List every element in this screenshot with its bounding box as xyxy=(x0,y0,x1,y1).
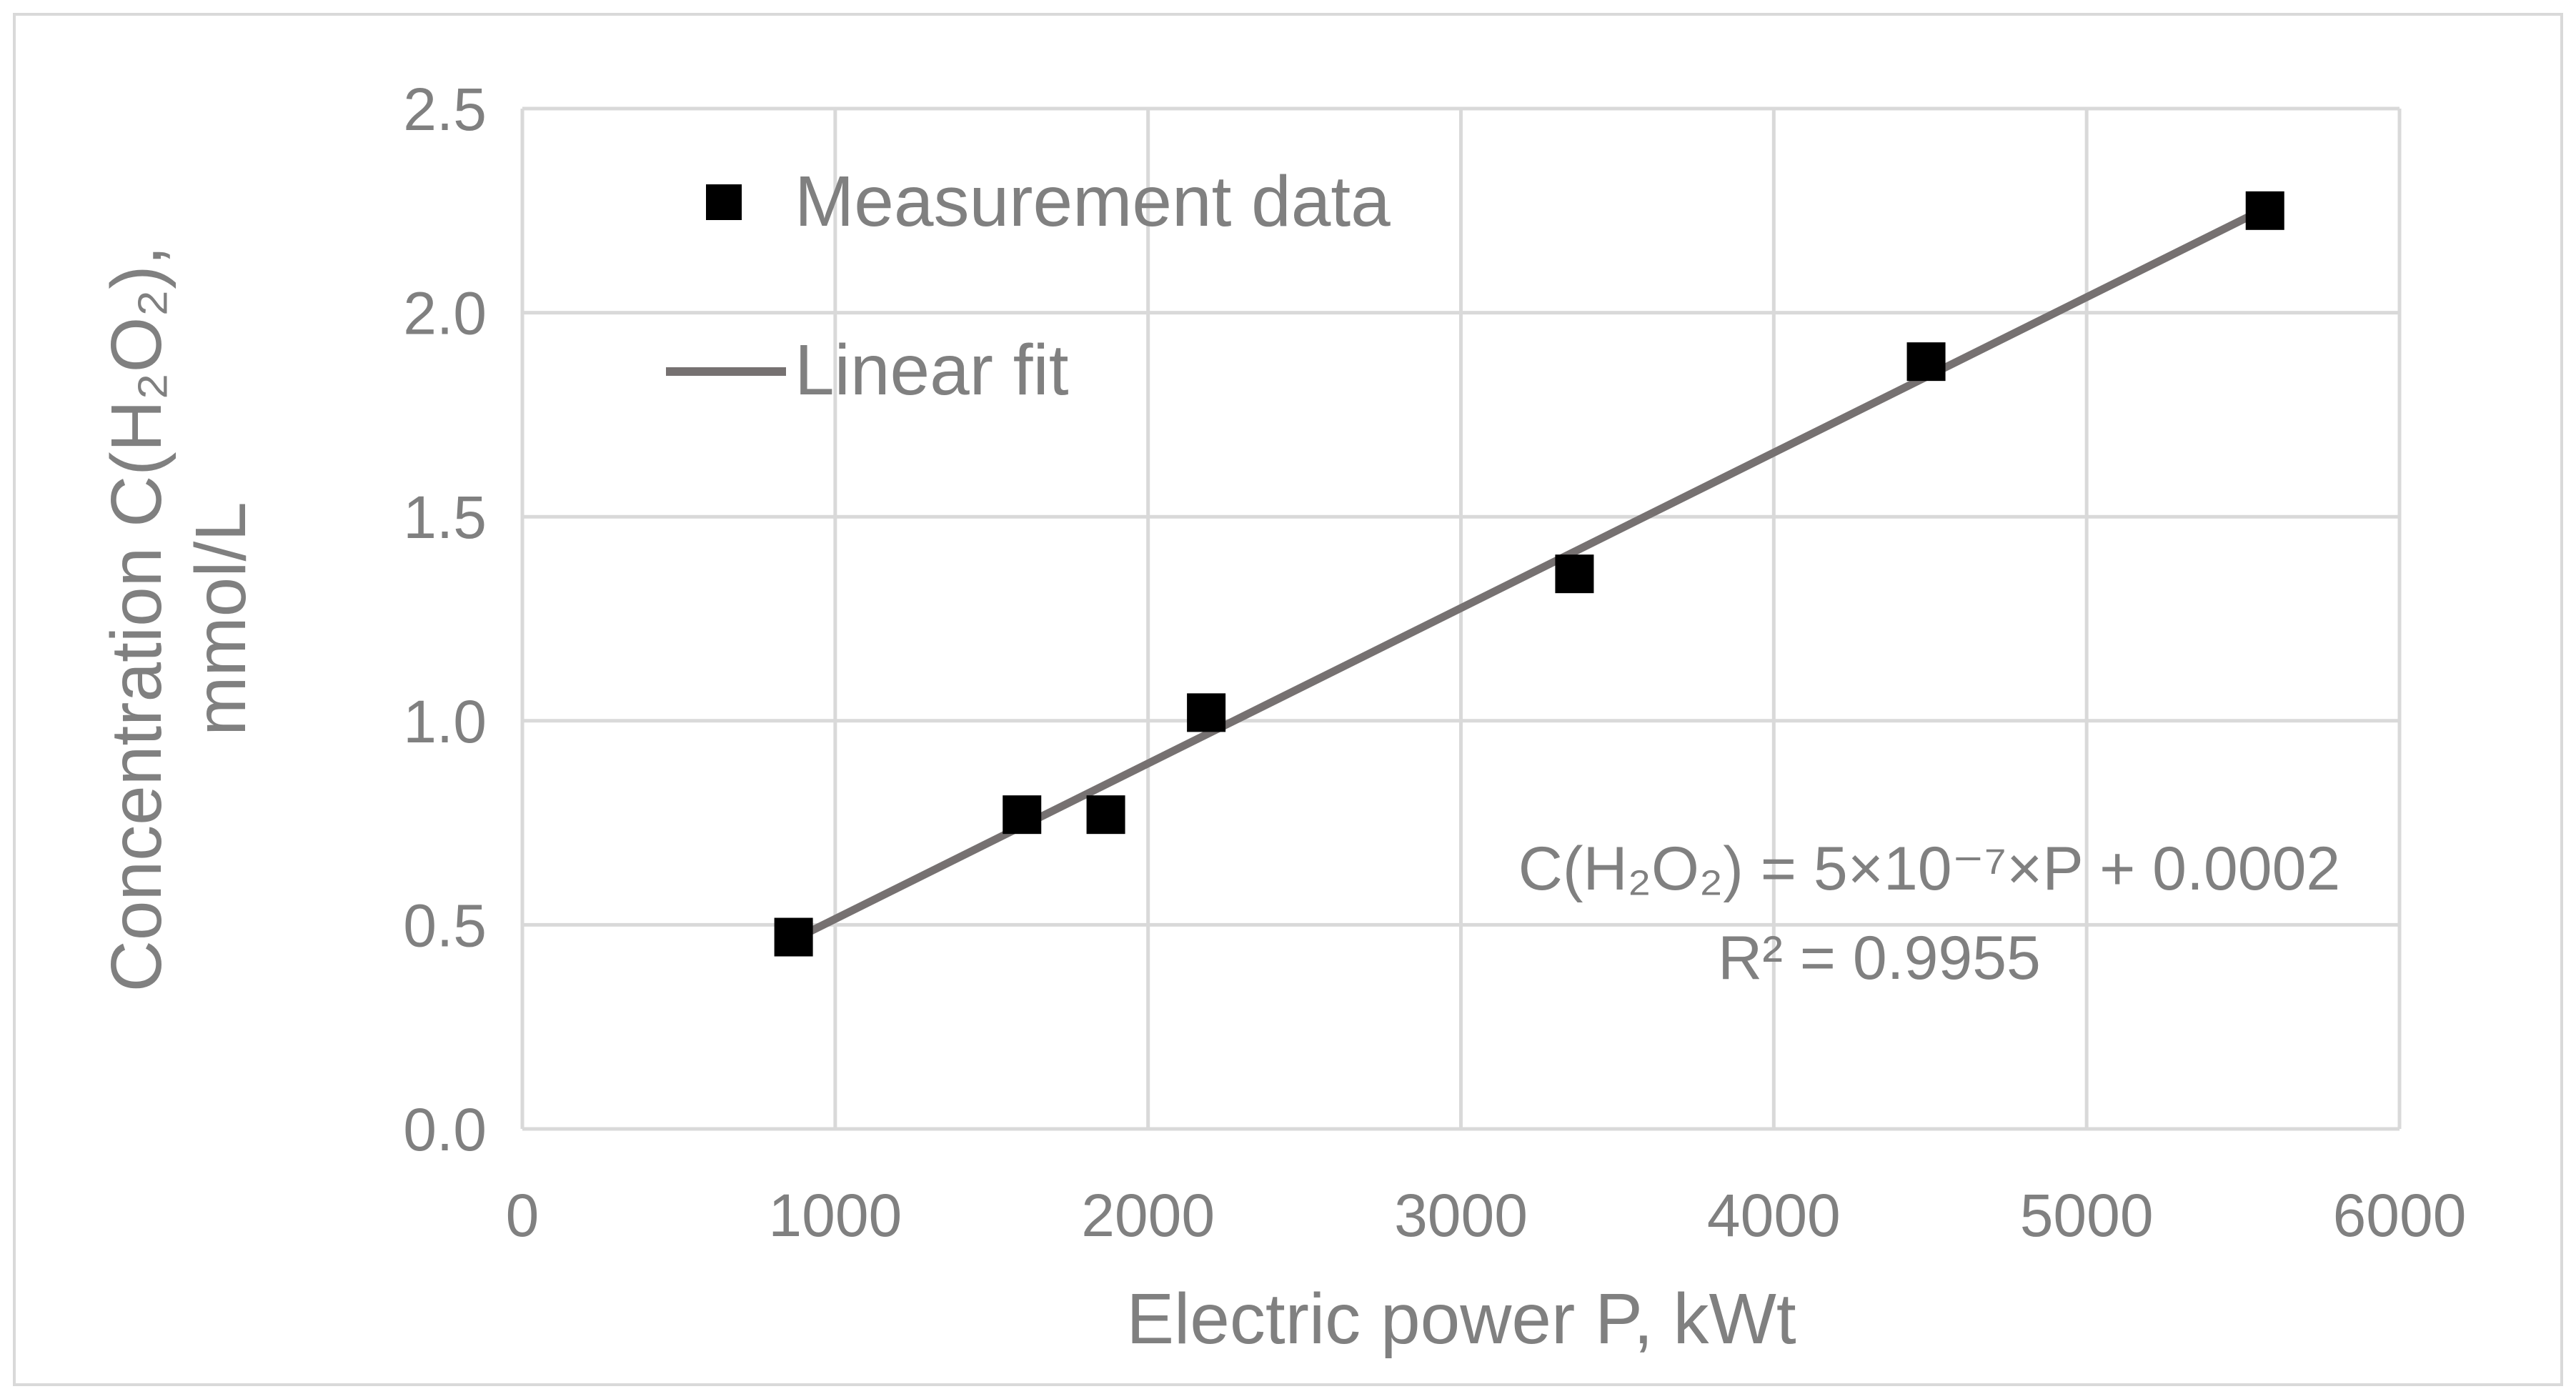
x-tick-label: 4000 xyxy=(1707,1182,1841,1249)
tick-labels: 0 1000 2000 3000 4000 5000 6000 0.0 0.5 1.0 1.5 2.0… xyxy=(403,76,2466,1249)
y-tick-label: 2.0 xyxy=(403,280,487,347)
chart-border xyxy=(13,13,2563,1386)
data-point xyxy=(1086,795,1125,835)
fit-equation: C(H₂O₂) = 5×10⁻⁷×P + 0.0002 xyxy=(1518,835,2340,903)
x-tick-label: 6000 xyxy=(2333,1182,2467,1249)
data-point xyxy=(1906,342,1946,382)
data-point xyxy=(1003,795,1042,835)
y-tick-label: 0.0 xyxy=(403,1096,487,1163)
x-tick-label: 5000 xyxy=(2020,1182,2154,1249)
y-axis-label-line1: Concentration C(H₂O₂), xyxy=(96,246,176,992)
gridlines xyxy=(520,106,2402,1131)
x-tick-label: 0 xyxy=(506,1182,539,1249)
legend: Measurement data Linear fit xyxy=(666,161,1391,410)
data-point xyxy=(2245,191,2284,230)
r-squared: R² = 0.9955 xyxy=(1718,924,2041,992)
y-axis-label-line2: mmol/L xyxy=(181,502,261,736)
y-tick-label: 2.5 xyxy=(403,76,487,143)
x-axis-label: Electric power P, kWt xyxy=(1126,1279,1796,1359)
data-marks xyxy=(774,191,2284,957)
legend-label-fit: Linear fit xyxy=(795,330,1069,410)
data-point xyxy=(1187,693,1226,732)
data-point xyxy=(774,917,813,957)
x-tick-label: 3000 xyxy=(1394,1182,1528,1249)
y-tick-label: 1.5 xyxy=(403,484,487,551)
legend-label-measurement: Measurement data xyxy=(795,161,1391,242)
x-tick-label: 1000 xyxy=(768,1182,902,1249)
y-tick-label: 1.0 xyxy=(403,688,487,755)
data-point xyxy=(1555,554,1594,594)
x-tick-label: 2000 xyxy=(1081,1182,1215,1249)
legend-marker-measurement xyxy=(706,184,742,220)
y-tick-label: 0.5 xyxy=(403,892,487,959)
